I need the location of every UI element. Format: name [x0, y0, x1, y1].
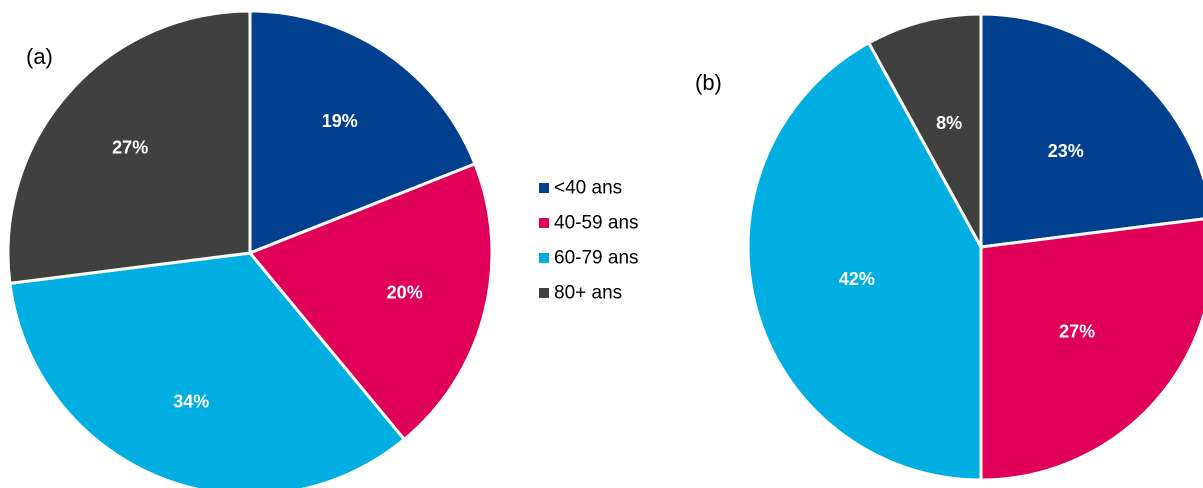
slice-label-40-ans-a: 19% [322, 111, 358, 131]
slice-40-ans-b [979, 12, 1203, 249]
slices-a [6, 9, 494, 488]
slice-80-ans-a [6, 9, 252, 285]
slice-60-79-ans-b [746, 41, 983, 482]
slice-label-60-79-ans-b: 42% [839, 269, 875, 289]
legend-swatch-80-ans [539, 288, 549, 298]
slice-40-59-ans-b [979, 217, 1203, 482]
panel-label-a: (a) [26, 44, 53, 69]
pie-chart-b: (b) 23% 27% 42% 8% [695, 12, 1203, 482]
slice-labels-a: 19% 20% 34% 27% [112, 111, 423, 412]
panel-label-b: (b) [695, 70, 722, 95]
slice-80-ans-b [867, 12, 983, 249]
slice-label-40-ans-b: 23% [1048, 141, 1084, 161]
slice-label-60-79-ans-a: 34% [173, 392, 209, 412]
legend-label-80-ans: 80+ ans [554, 283, 622, 304]
pie-chart-a: (a) 19% 20% 34% 27% [6, 9, 494, 488]
slice-40-ans-a [248, 9, 477, 255]
slice-label-80-ans-b: 8% [936, 113, 962, 133]
slice-label-80-ans-a: 27% [112, 137, 148, 157]
slice-label-40-59-ans-a: 20% [387, 283, 423, 303]
slice-40-59-ans-a [248, 162, 494, 441]
legend-label-60-79-ans: 60-79 ans [554, 248, 639, 269]
slice-labels-b: 23% 27% 42% 8% [839, 113, 1095, 342]
legend-swatch-40-59-ans [539, 218, 549, 228]
slice-60-79-ans-a [8, 251, 406, 488]
legend-label-40-ans: <40 ans [554, 178, 622, 199]
legend-swatch-60-79-ans [539, 253, 549, 263]
legend-swatch-40-ans [539, 183, 549, 193]
legend: <40 ans 40-59 ans 60-79 ans 80+ ans [539, 178, 639, 304]
slice-label-40-59-ans-b: 27% [1059, 322, 1095, 342]
slices-b [746, 12, 1203, 482]
legend-label-40-59-ans: 40-59 ans [554, 213, 639, 234]
